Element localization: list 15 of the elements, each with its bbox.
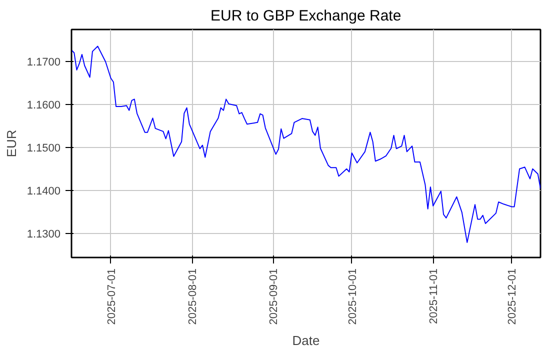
y-tick-label: 1.1300 [26, 228, 61, 240]
y-tick-label: 1.1700 [26, 56, 61, 68]
x-tick-label: 2025-08-01 [187, 268, 200, 325]
y-tick-label: 1.1500 [26, 142, 61, 154]
line-series [72, 46, 540, 243]
x-tick-label: 2025-09-01 [268, 268, 280, 325]
x-tick-label: 2025-10-01 [346, 268, 359, 325]
x-axis-title: Date [292, 332, 320, 348]
x-tick-label: 2025-11-01 [428, 268, 440, 324]
x-tick-label: 2025-12-01 [506, 268, 519, 325]
x-tick-label: 2025-07-01 [106, 268, 118, 325]
y-tick-label: 1.1600 [26, 99, 61, 112]
chart-title: EUR to GBP Exchange Rate [210, 8, 402, 24]
y-tick-label: 1.1400 [26, 185, 61, 198]
y-axis-title: EUR [4, 130, 19, 158]
